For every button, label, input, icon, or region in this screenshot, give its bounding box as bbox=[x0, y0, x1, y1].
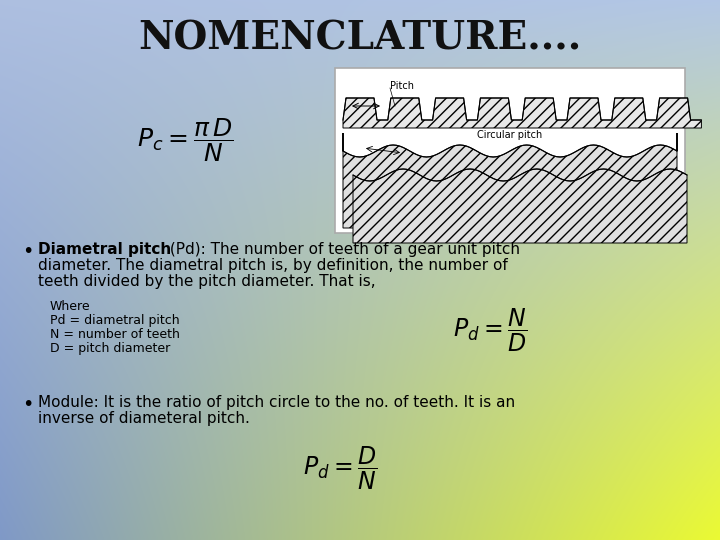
Text: (Pd): The number of teeth of a gear unit pitch: (Pd): The number of teeth of a gear unit… bbox=[165, 242, 520, 257]
Polygon shape bbox=[343, 133, 677, 228]
Text: Module: It is the ratio of pitch circle to the no. of teeth. It is an: Module: It is the ratio of pitch circle … bbox=[38, 395, 515, 410]
Text: $P_d = \dfrac{D}{N}$: $P_d = \dfrac{D}{N}$ bbox=[302, 444, 377, 492]
Text: Pitch: Pitch bbox=[390, 81, 414, 91]
Text: inverse of diameteral pitch.: inverse of diameteral pitch. bbox=[38, 411, 250, 426]
Text: N = number of teeth: N = number of teeth bbox=[50, 328, 180, 341]
Text: Where: Where bbox=[50, 300, 91, 313]
Text: diameter. The diametral pitch is, by definition, the number of: diameter. The diametral pitch is, by def… bbox=[38, 258, 508, 273]
FancyBboxPatch shape bbox=[335, 68, 685, 233]
Text: Circular pitch: Circular pitch bbox=[477, 130, 543, 140]
Text: Pd = diametral pitch: Pd = diametral pitch bbox=[50, 314, 179, 327]
Text: $P_d = \dfrac{N}{D}$: $P_d = \dfrac{N}{D}$ bbox=[453, 306, 527, 354]
Polygon shape bbox=[343, 98, 701, 128]
Text: NOMENCLATURE....: NOMENCLATURE.... bbox=[138, 19, 582, 57]
Text: •: • bbox=[22, 395, 33, 414]
Text: teeth divided by the pitch diameter. That is,: teeth divided by the pitch diameter. Tha… bbox=[38, 274, 376, 289]
Text: $P_c = \dfrac{\pi\, D}{N}$: $P_c = \dfrac{\pi\, D}{N}$ bbox=[137, 116, 233, 164]
Text: Diametral pitch: Diametral pitch bbox=[38, 242, 171, 257]
Text: D = pitch diameter: D = pitch diameter bbox=[50, 342, 170, 355]
Polygon shape bbox=[353, 169, 687, 243]
Text: •: • bbox=[22, 242, 33, 261]
